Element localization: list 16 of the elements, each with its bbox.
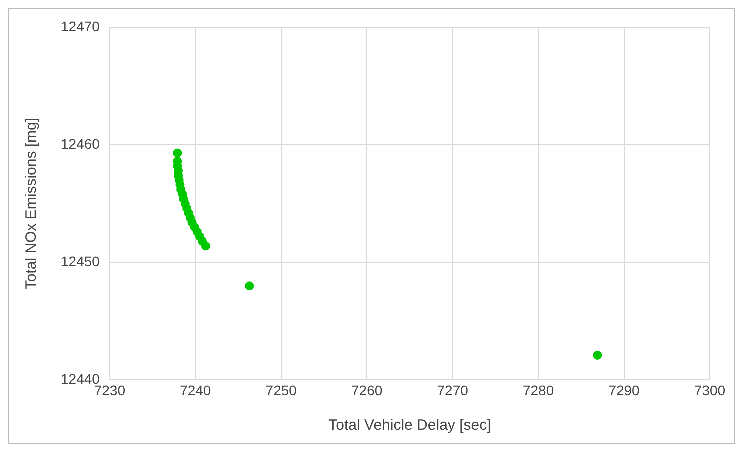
y-axis-title: Total NOx Emissions [mg] xyxy=(23,118,40,290)
x-tick-label: 7280 xyxy=(522,382,554,398)
y-tick-label: 12470 xyxy=(60,18,100,34)
x-axis-title: Total Vehicle Delay [sec] xyxy=(328,417,492,434)
y-tick-label: 12450 xyxy=(60,253,100,270)
x-tick-label: 7270 xyxy=(437,382,469,398)
x-tick-label: 7260 xyxy=(352,382,383,398)
point xyxy=(201,242,210,251)
y-tick-label: 12460 xyxy=(60,136,100,152)
point xyxy=(593,351,602,360)
point xyxy=(245,282,254,291)
x-tick-label: 7240 xyxy=(180,382,212,398)
x-tick-label: 7250 xyxy=(266,382,298,398)
x-tick-label: 7290 xyxy=(608,382,640,398)
point xyxy=(173,148,182,158)
x-tick-label: 7300 xyxy=(694,382,726,398)
